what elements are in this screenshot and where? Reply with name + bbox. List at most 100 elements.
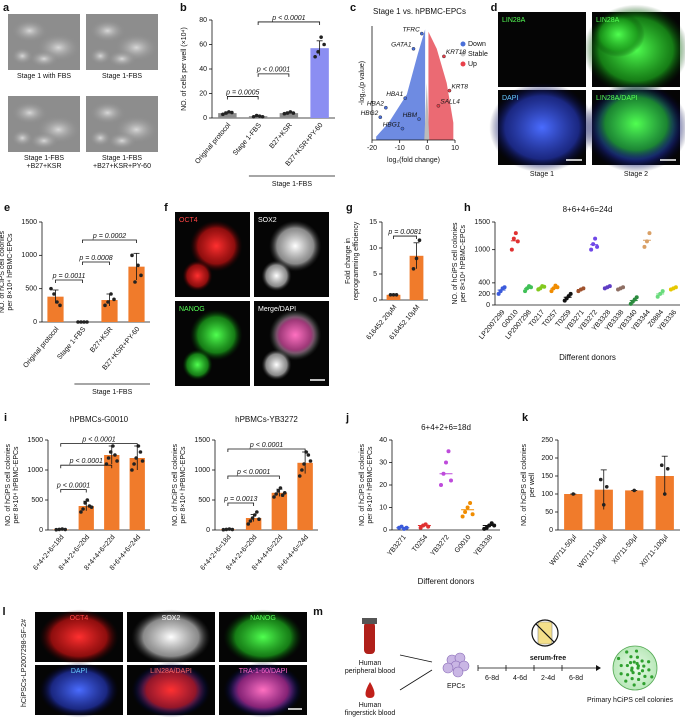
panel-label: l: [2, 606, 5, 618]
data-point: [601, 503, 606, 507]
data-point: [591, 242, 596, 247]
colony: [642, 664, 646, 668]
data-point: [246, 522, 251, 526]
x-tick-label: W0711-100μl: [577, 534, 609, 570]
micrograph-signal: [11, 129, 34, 147]
data-point: [115, 459, 119, 463]
data-point: [248, 519, 253, 523]
channel-label: TRA-1-60/DAPI: [239, 668, 288, 675]
data-point: [57, 527, 62, 532]
x-tick-label: YB3338: [473, 534, 494, 558]
significance-bracket: [55, 279, 83, 283]
p-value: p = 0.0008: [78, 255, 112, 262]
data-point: [411, 267, 416, 271]
data-point: [498, 289, 503, 294]
bar: [409, 255, 424, 300]
y-axis-label: Fold change in: [345, 238, 352, 284]
data-point: [130, 468, 134, 472]
data-point: [322, 42, 326, 47]
data-point: [130, 253, 134, 258]
micrograph-signal: [89, 47, 112, 65]
channel-label: LIN28A: [596, 17, 620, 24]
data-point: [278, 486, 283, 490]
bar: [386, 294, 401, 300]
data-point: [593, 236, 598, 241]
micrograph-signal: [29, 50, 59, 68]
significance-bracket: [227, 448, 306, 452]
data-point: [658, 291, 663, 296]
bar: [47, 296, 64, 322]
panel-label: f: [164, 202, 168, 214]
p-value: p < 0.0001: [271, 15, 305, 22]
panel-label: e: [4, 202, 10, 214]
source-label: fingerstick blood: [345, 710, 396, 717]
colony: [631, 671, 635, 675]
data-point: [316, 50, 320, 54]
y-tick-label: 0: [39, 527, 43, 534]
data-point: [529, 285, 534, 290]
source-label: Human: [359, 660, 382, 667]
y-axis-label: reprogramming efficiency: [353, 221, 360, 300]
colony: [619, 663, 623, 668]
data-point: [388, 293, 393, 297]
colony: [650, 675, 654, 679]
x-tick-label: Original protocol: [194, 122, 232, 166]
y-axis-label: NO. of hCiPS cell colonies: [0, 230, 6, 313]
data-point: [595, 244, 600, 249]
y-tick-label: 10: [379, 504, 387, 511]
chart-title: hPBMCs-YB3272: [235, 415, 298, 424]
data-point: [230, 527, 235, 532]
data-point: [250, 516, 255, 520]
channel-label: NANOG: [179, 306, 205, 313]
stage-label: Stage 2: [624, 171, 648, 178]
image-caption: Stage 1-FBS: [24, 155, 64, 162]
data-point: [272, 495, 276, 499]
data-point: [470, 512, 475, 517]
micrograph-signal: [592, 86, 680, 162]
p-value: p < 0.0001: [81, 436, 115, 443]
gene-label: GATA1: [391, 42, 412, 49]
gene-point: [378, 115, 383, 119]
data-point: [673, 285, 678, 290]
data-point: [260, 114, 265, 119]
data-point: [81, 507, 85, 511]
micrograph-signal: [131, 609, 211, 665]
p-value: p = 0.0081: [387, 229, 421, 236]
gene-point: [411, 47, 416, 51]
data-point: [468, 501, 473, 505]
epc-cell: [442, 662, 454, 674]
p-value: p < 0.0001: [236, 469, 270, 476]
colony: [632, 660, 636, 664]
data-point: [224, 527, 229, 532]
colony: [643, 674, 647, 678]
data-point: [642, 244, 647, 249]
data-point: [446, 449, 451, 454]
legend-label: Stable: [468, 51, 488, 58]
micrograph-signal: [29, 132, 59, 150]
data-point: [106, 456, 111, 460]
y-axis-label: NO. of hCiPS cell colonies: [5, 443, 12, 526]
panel-label: d: [491, 2, 498, 14]
p-value: p < 0.0001: [256, 67, 290, 74]
duration-label: 6-8d: [485, 675, 499, 682]
micrograph-signal: [11, 101, 48, 125]
significance-bracket: [257, 21, 321, 25]
micrograph-signal: [39, 662, 119, 718]
significance-bracket: [227, 502, 255, 506]
blood-tube: [364, 622, 375, 654]
x-tick-label: Stage 1-FBS: [56, 326, 87, 361]
x-tick-label: -10: [395, 145, 405, 152]
colony: [630, 677, 634, 681]
x-tick-label: Original protocol: [22, 326, 60, 370]
data-point: [496, 291, 501, 296]
data-point: [297, 474, 302, 478]
data-point: [224, 111, 228, 115]
colony: [630, 668, 634, 672]
x-tick-label: G0010: [454, 534, 473, 555]
data-point: [513, 231, 518, 236]
y-tick-label: 20: [379, 482, 387, 489]
colony: [632, 683, 636, 687]
colony: [624, 679, 628, 683]
y-tick-label: 200: [478, 291, 490, 298]
data-point: [113, 453, 117, 457]
